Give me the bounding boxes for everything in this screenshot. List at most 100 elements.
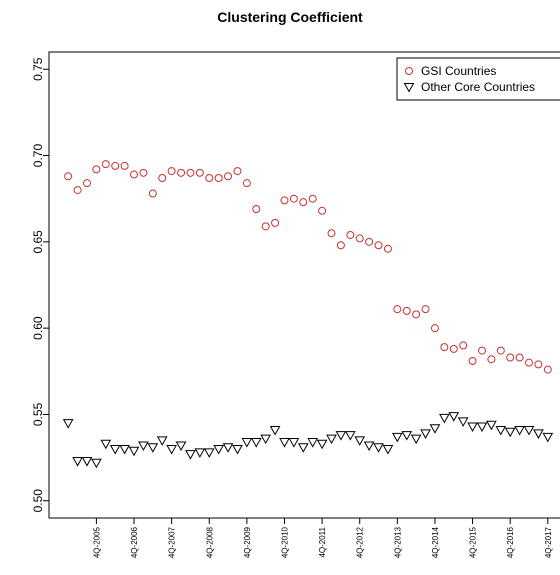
x-tick-label: 4Q-2006 bbox=[130, 526, 139, 558]
point bbox=[391, 432, 403, 443]
point bbox=[101, 160, 110, 169]
point bbox=[62, 419, 74, 429]
y-tick-label: 0.70 bbox=[31, 144, 45, 168]
point bbox=[92, 165, 101, 174]
point bbox=[82, 179, 91, 188]
point bbox=[242, 179, 251, 188]
point bbox=[335, 431, 347, 441]
x-tick-label: 4Q-2011 bbox=[318, 526, 327, 557]
point bbox=[496, 346, 505, 355]
point bbox=[421, 305, 430, 314]
point bbox=[111, 161, 120, 170]
x-tick-label: 4Q-2016 bbox=[506, 526, 515, 558]
point bbox=[100, 439, 112, 450]
point bbox=[440, 343, 449, 352]
point bbox=[525, 358, 534, 367]
point bbox=[128, 446, 140, 457]
x-tick-label: 4Q-2009 bbox=[243, 526, 252, 558]
point bbox=[195, 168, 204, 177]
point bbox=[194, 448, 206, 458]
point bbox=[410, 434, 422, 445]
x-tick-label: 4Q-2012 bbox=[356, 526, 365, 558]
point bbox=[213, 444, 225, 455]
point bbox=[468, 356, 477, 365]
point bbox=[81, 457, 93, 467]
point bbox=[186, 168, 195, 177]
point bbox=[166, 444, 177, 455]
x-tick-label: 4Q-2017 bbox=[544, 526, 553, 558]
point bbox=[355, 234, 364, 243]
point bbox=[250, 438, 262, 448]
x-tick-label: 4Q-2008 bbox=[205, 526, 214, 558]
chart-title: Clustering Coefficient bbox=[217, 9, 363, 25]
point bbox=[430, 324, 439, 333]
point bbox=[158, 173, 167, 182]
point bbox=[405, 67, 413, 75]
point bbox=[429, 424, 441, 434]
point bbox=[148, 189, 157, 198]
y-tick-label: 0.60 bbox=[31, 316, 45, 340]
point bbox=[177, 168, 186, 177]
point bbox=[232, 444, 243, 455]
point bbox=[487, 355, 496, 364]
x-tick-label: 4Q-2007 bbox=[168, 526, 177, 558]
point bbox=[138, 441, 149, 452]
point bbox=[72, 457, 83, 467]
point bbox=[457, 417, 469, 427]
point bbox=[533, 429, 544, 439]
point bbox=[299, 198, 308, 207]
point bbox=[354, 436, 366, 446]
point bbox=[439, 413, 450, 424]
point bbox=[514, 425, 525, 436]
point bbox=[336, 241, 345, 250]
point bbox=[420, 429, 431, 439]
point bbox=[318, 206, 327, 215]
point bbox=[64, 172, 73, 181]
point bbox=[156, 436, 168, 446]
point bbox=[289, 194, 298, 203]
point bbox=[130, 170, 139, 179]
x-tick-label: 4Q-2013 bbox=[393, 526, 402, 558]
point bbox=[374, 241, 383, 250]
point bbox=[139, 168, 148, 177]
point bbox=[344, 431, 356, 441]
point bbox=[269, 425, 281, 436]
point bbox=[288, 438, 300, 448]
point bbox=[515, 353, 524, 362]
point bbox=[252, 205, 261, 214]
point bbox=[224, 172, 233, 181]
point bbox=[346, 230, 355, 239]
point bbox=[203, 448, 215, 458]
point bbox=[459, 341, 468, 350]
x-tick-label: 4Q-2010 bbox=[280, 526, 289, 558]
legend-label: GSI Countries bbox=[421, 64, 496, 78]
point bbox=[543, 365, 552, 374]
point bbox=[175, 441, 187, 452]
point bbox=[205, 173, 214, 182]
point bbox=[467, 422, 478, 433]
point bbox=[241, 438, 253, 448]
y-tick-label: 0.50 bbox=[31, 489, 45, 513]
point bbox=[448, 412, 460, 422]
point bbox=[214, 173, 223, 182]
x-tick-label: 4Q-2015 bbox=[469, 526, 478, 558]
point bbox=[119, 444, 130, 455]
legend-label: Other Core Countries bbox=[421, 80, 535, 94]
point bbox=[402, 306, 411, 315]
point bbox=[506, 353, 515, 362]
point bbox=[91, 458, 102, 469]
x-tick-label: 4Q-2014 bbox=[431, 526, 440, 558]
point bbox=[327, 229, 336, 238]
y-tick-label: 0.55 bbox=[31, 402, 45, 426]
y-tick-label: 0.75 bbox=[31, 57, 45, 81]
point bbox=[167, 167, 176, 176]
point bbox=[373, 443, 384, 453]
point bbox=[280, 196, 289, 205]
point bbox=[542, 432, 554, 443]
point bbox=[403, 83, 415, 93]
point bbox=[222, 443, 234, 453]
point bbox=[185, 450, 196, 460]
point bbox=[477, 346, 486, 355]
point bbox=[326, 434, 337, 445]
